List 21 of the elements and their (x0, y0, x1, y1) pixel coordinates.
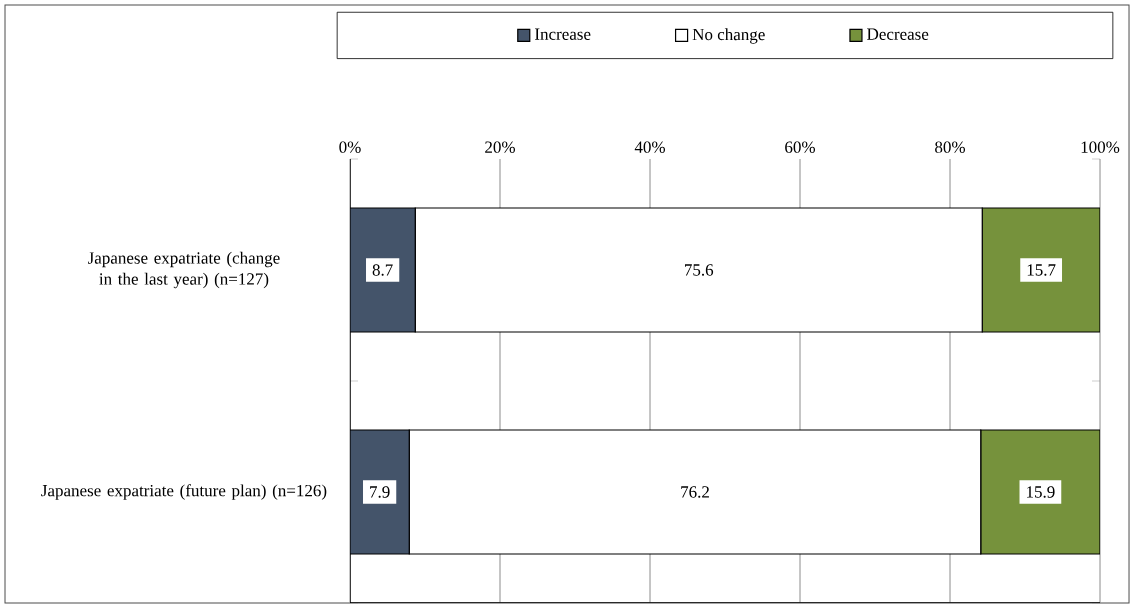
x-tick-label: 60% (785, 141, 816, 153)
x-tick-label: 100% (1081, 141, 1120, 153)
data-label: 76.2 (681, 486, 709, 498)
bar (350, 207, 416, 333)
bar (981, 207, 1101, 333)
data-label: 8.7 (372, 264, 393, 276)
data-label: 15.7 (1027, 264, 1056, 276)
legend-label: Decrease (867, 28, 929, 40)
data-label: 75.6 (685, 264, 714, 276)
bar (980, 429, 1101, 555)
legend-label: Increase (535, 28, 591, 40)
y-tick-label: Japanese expatriate (future plan) (n=126) (41, 484, 327, 500)
y-tick-label: Japanese expatriate (change in the last year) (n=127) (88, 251, 280, 289)
data-label: 7.9 (370, 486, 390, 498)
x-tick-label: 80% (935, 141, 966, 153)
bar (350, 429, 410, 555)
legend-label: No change (692, 28, 765, 44)
x-tick-label: 20% (485, 141, 515, 153)
x-tick-label: 40% (634, 141, 666, 153)
x-tick-label: 0% (339, 141, 361, 153)
data-label: 15.9 (1027, 486, 1055, 498)
